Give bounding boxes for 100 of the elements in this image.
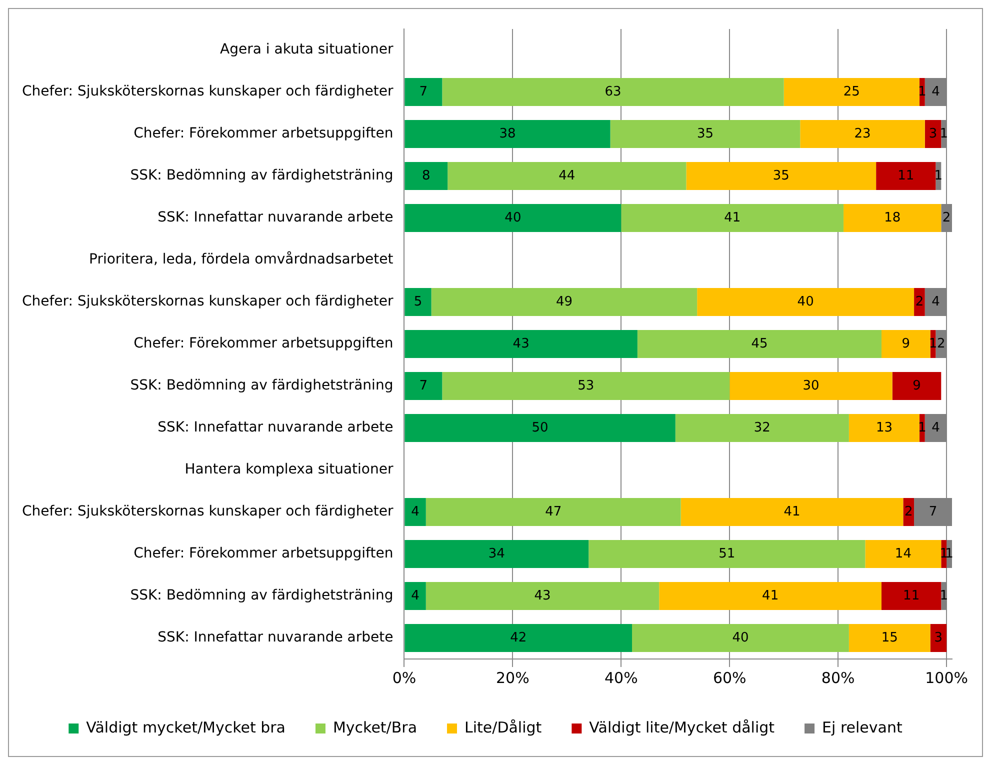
bar [404,288,432,316]
data-label: 15 [881,630,898,646]
data-label: 5 [414,294,422,310]
data-label: 1 [918,420,926,436]
bar [686,162,876,190]
data-label: 1 [940,126,948,142]
bar [404,624,632,652]
data-label: 3 [928,126,938,142]
data-label: 50 [532,420,548,436]
data-label: 9 [902,336,910,352]
data-label: 47 [545,504,562,520]
bar [876,162,936,190]
x-tick-label: 0% [392,668,416,687]
y-tick-label: Chefer: Sjuksköterskornas kunskaper och färdigheter [22,84,394,100]
bar [881,330,930,358]
bar [448,162,686,190]
bar [404,582,426,610]
bar [844,204,942,232]
bar [784,78,920,106]
bar [404,162,448,190]
data-label: 53 [578,378,594,394]
bar [680,498,904,526]
bar [924,120,942,148]
data-label: 8 [422,168,430,184]
data-label: 34 [488,546,505,562]
y-tick-label: Chefer: Förekommer arbetsuppgiften [134,336,394,352]
x-tick-label: 100% [925,668,968,687]
data-label: 9 [912,378,921,394]
data-label: 4 [411,504,420,520]
bar [588,540,866,568]
data-label: 7 [419,378,428,394]
bar [675,414,849,442]
x-tick-label: 40% [604,668,638,687]
bar [881,582,942,610]
data-label: 25 [843,84,860,100]
y-tick-label: SSK: Innefattar nuvarande arbete [158,210,394,226]
bar [442,372,730,400]
data-label: 43 [534,588,551,604]
data-label: 14 [894,546,912,562]
bar [632,624,849,652]
y-tick-label: Chefer: Sjuksköterskornas kunskaper och färdigheter [22,294,394,310]
data-label: 2 [904,504,913,520]
legend-label: Lite/Dåligt [464,718,542,736]
bar [404,540,589,568]
bar [697,288,914,316]
bar [404,498,426,526]
data-label: 63 [604,84,622,100]
y-tick-label: SSK: Bedömning av färdighetsträning [130,168,394,184]
bar [865,540,942,568]
data-label: 41 [784,504,800,520]
data-label: 35 [772,168,790,184]
bar [637,330,882,358]
data-label: 35 [696,126,714,142]
data-label: 4 [411,588,420,604]
legend-label: Väldigt mycket/Mycket bra [86,718,286,736]
y-tick-label: SSK: Innefattar nuvarande arbete [158,420,394,436]
data-label: 51 [718,546,736,562]
bar [404,78,442,106]
x-tick-label: 60% [712,668,746,687]
y-tick-label: Chefer: Förekommer arbetsuppgiften [134,546,394,562]
data-label: 2 [942,210,951,226]
data-label: 7 [419,84,428,100]
bar [404,414,676,442]
bar [848,414,920,442]
bar [442,78,784,106]
x-tick-label: 80% [821,668,855,687]
bar [426,582,660,610]
bar [914,288,925,316]
bar [431,288,698,316]
data-label: 40 [797,294,814,310]
bar [404,204,622,232]
data-label: 40 [504,210,522,226]
data-label: 30 [802,378,820,394]
data-label: 23 [854,126,871,142]
y-tick-label: Chefer: Sjuksköterskornas kunskaper och färdigheter [22,504,394,520]
y-tick-label: SSK: Bedömning av färdighetsträning [130,588,394,604]
data-label: 42 [510,630,527,646]
data-label: 3 [934,630,943,646]
data-label: 45 [751,336,768,352]
data-label: 18 [884,210,901,226]
bar [848,624,930,652]
bar [903,498,914,526]
data-label: 13 [876,420,892,436]
bar [610,120,800,148]
bar [426,498,681,526]
bar [892,372,942,400]
y-tick-label: Chefer: Förekommer arbetsuppgiften [134,126,394,142]
data-label: 4 [932,84,940,100]
data-label: 11 [903,588,920,604]
data-label: 2 [937,336,946,352]
data-label: 41 [724,210,741,226]
bar [800,120,925,148]
y-tick-label: SSK: Innefattar nuvarande arbete [158,630,394,646]
legend-label: Ej relevant [822,718,902,736]
legend-label: Väldigt lite/Mycket dåligt [589,718,775,736]
y-tick-label: Hantera komplexa situationer [184,462,394,478]
data-label: 1 [940,588,948,604]
data-label: 4 [932,420,940,436]
y-tick-label: SSK: Bedömning av färdighetsträning [130,378,394,394]
data-label: 7 [928,504,938,520]
